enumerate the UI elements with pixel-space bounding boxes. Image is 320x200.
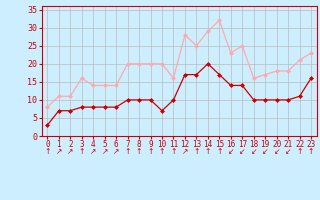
Text: ↑: ↑ [124, 147, 131, 156]
Text: ↑: ↑ [159, 147, 165, 156]
Text: ↑: ↑ [205, 147, 211, 156]
Text: ↑: ↑ [136, 147, 142, 156]
Text: ↗: ↗ [56, 147, 62, 156]
Text: ↗: ↗ [90, 147, 96, 156]
Text: ↙: ↙ [285, 147, 291, 156]
Text: ↑: ↑ [170, 147, 177, 156]
Text: ↑: ↑ [147, 147, 154, 156]
Text: ↙: ↙ [274, 147, 280, 156]
Text: ↑: ↑ [44, 147, 51, 156]
Text: ↑: ↑ [308, 147, 314, 156]
Text: ↗: ↗ [182, 147, 188, 156]
Text: ↗: ↗ [113, 147, 119, 156]
Text: ↗: ↗ [101, 147, 108, 156]
Text: ↑: ↑ [78, 147, 85, 156]
Text: ↙: ↙ [239, 147, 245, 156]
Text: ↗: ↗ [67, 147, 74, 156]
Text: ↙: ↙ [228, 147, 234, 156]
Text: ↑: ↑ [216, 147, 222, 156]
Text: ↙: ↙ [262, 147, 268, 156]
Text: ↙: ↙ [251, 147, 257, 156]
Text: ↑: ↑ [296, 147, 303, 156]
Text: ↑: ↑ [193, 147, 200, 156]
